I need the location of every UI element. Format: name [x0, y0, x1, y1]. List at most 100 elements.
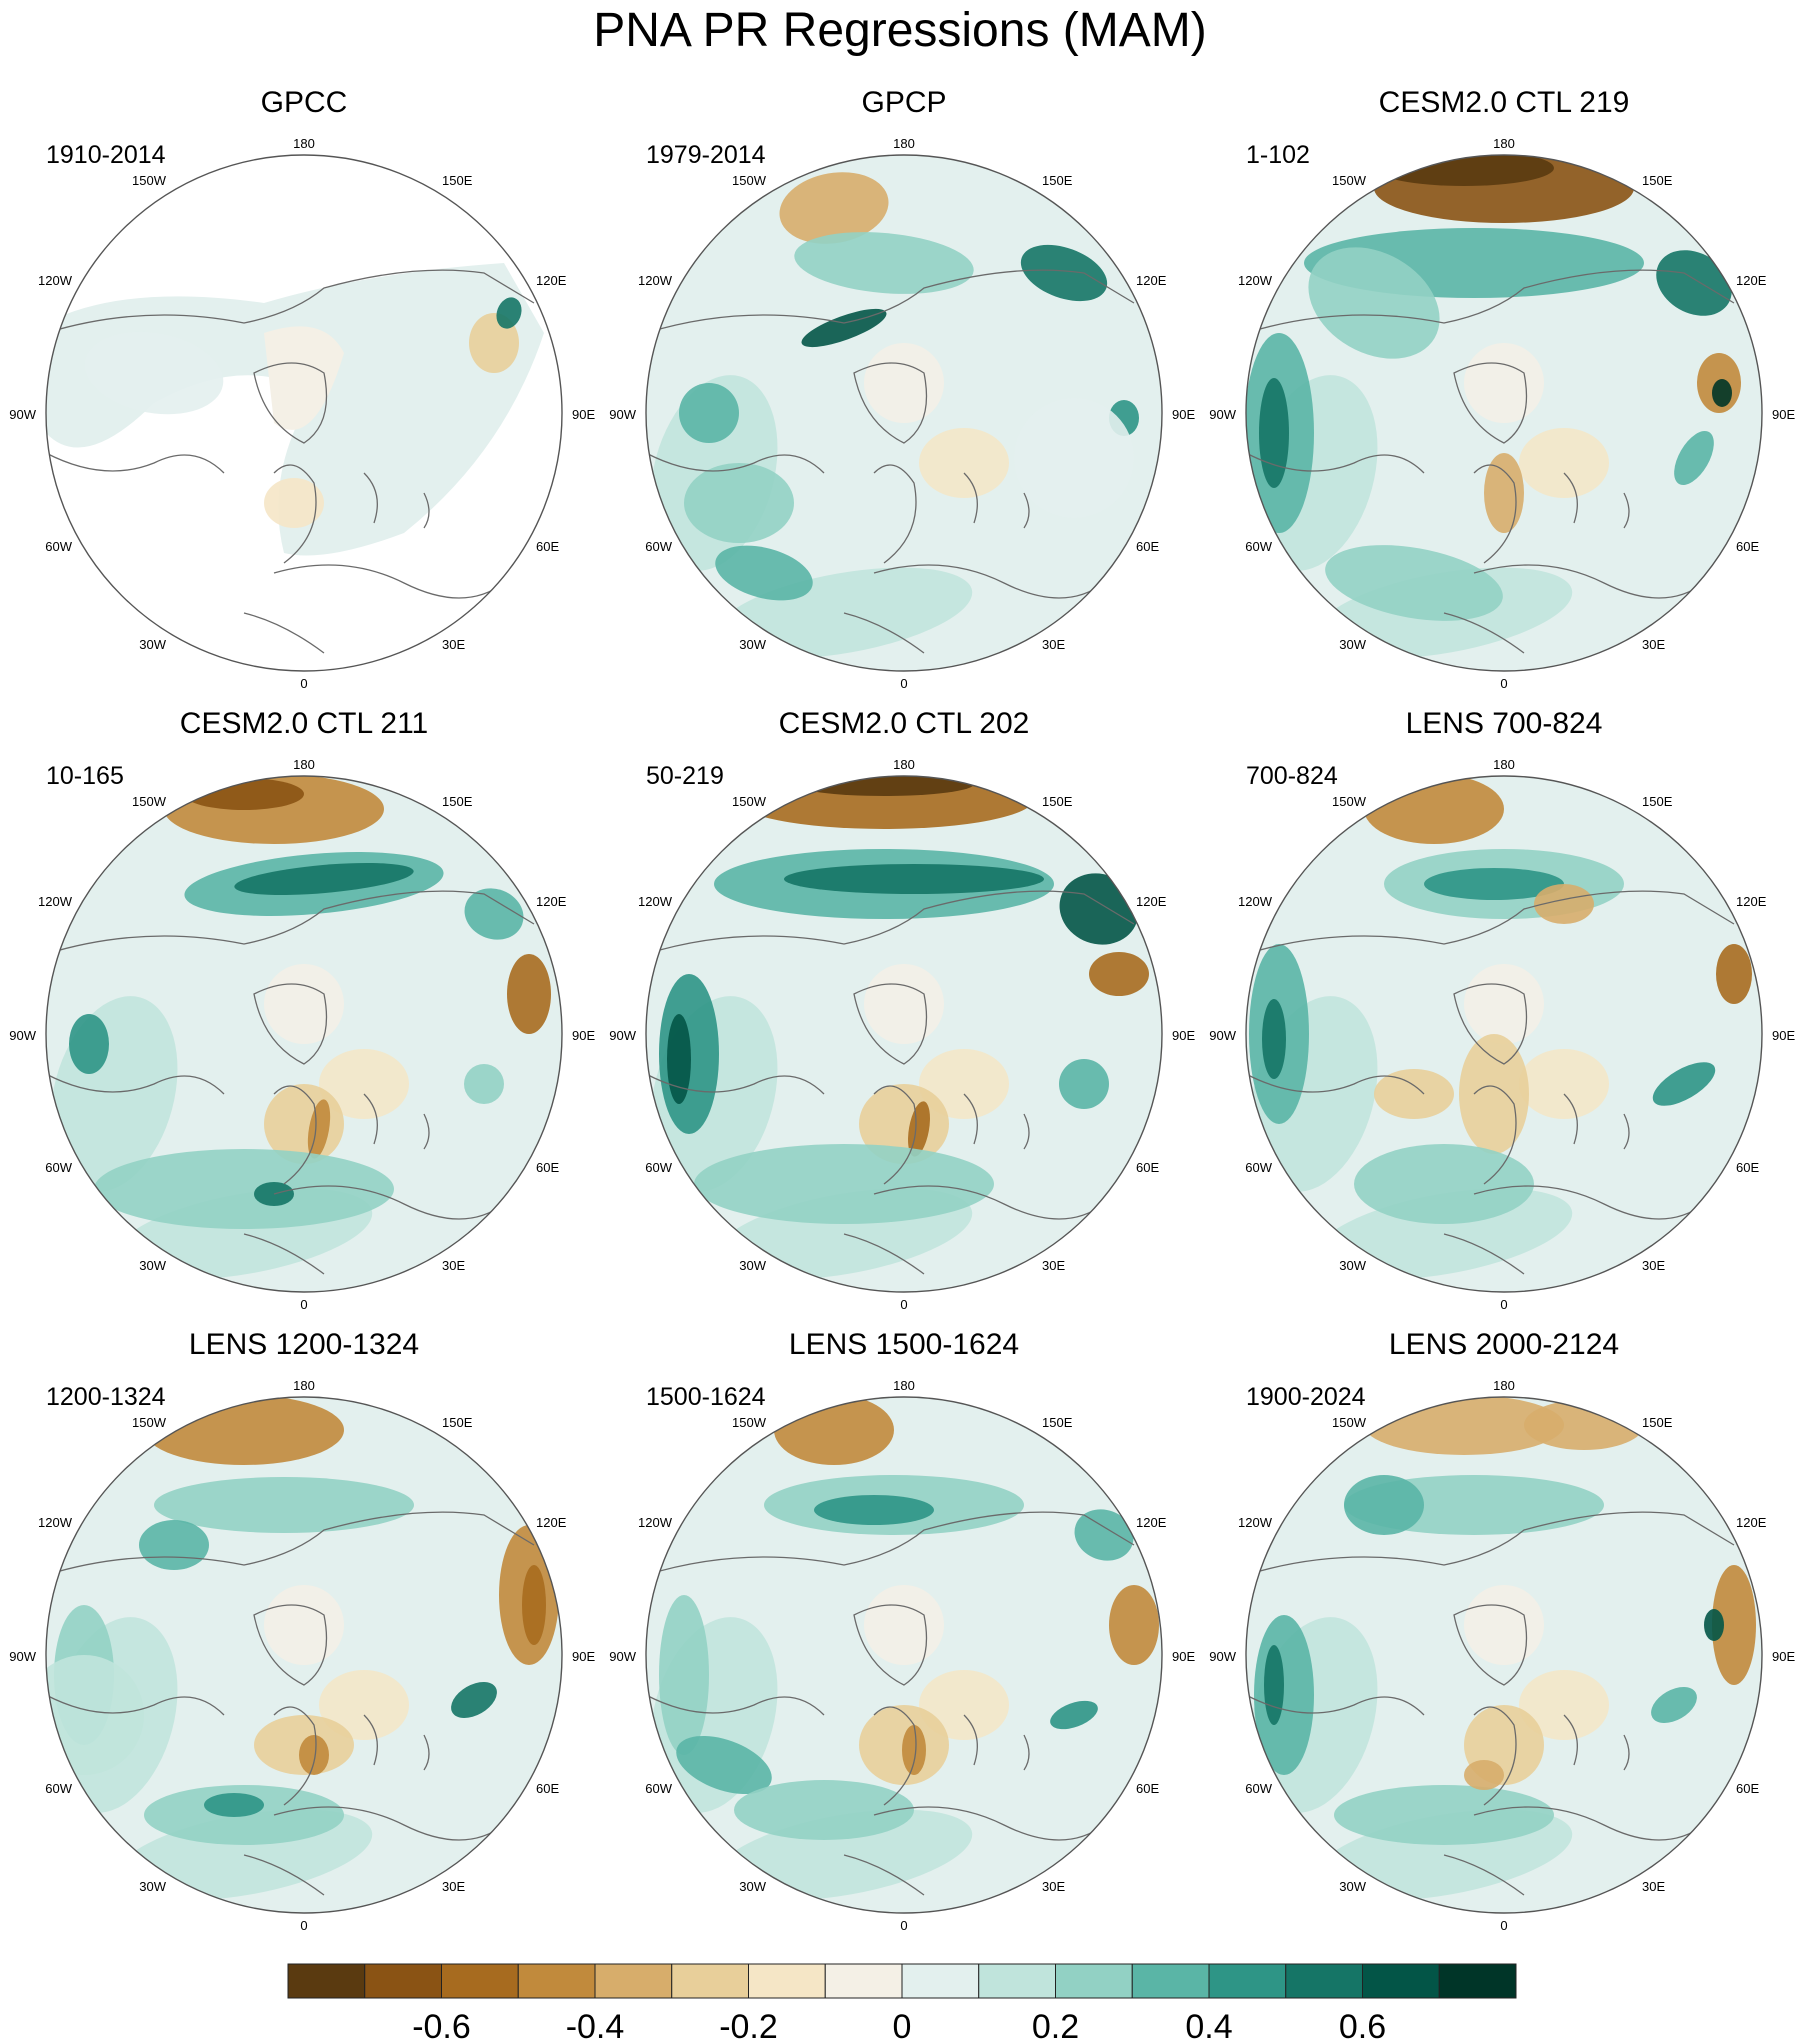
lon-label-30e: 30E	[1642, 1258, 1665, 1273]
panel-cesm2-0-ctl-211: 180 150E 120E 90E 60E 30E 0 30W 60W 90W 120W 150W CE…	[9, 707, 595, 1312]
lon-label-180: 180	[293, 136, 315, 151]
field-patch	[464, 1064, 504, 1104]
field-patch	[1020, 244, 1108, 302]
panel-period: 1900-2024	[1246, 1383, 1366, 1411]
field-patch	[779, 172, 889, 244]
field-patch	[1656, 250, 1732, 316]
map-field	[646, 1397, 1162, 1913]
field-patch	[1712, 379, 1732, 407]
field-patch	[1059, 1059, 1109, 1109]
panel-period: 10-165	[46, 762, 124, 790]
lon-label-120e: 120E	[536, 1515, 567, 1530]
lon-label-90e: 90E	[1772, 1028, 1795, 1043]
lon-label-120w: 120W	[638, 894, 673, 909]
coastlines	[1246, 890, 1735, 1275]
lon-label-30w: 30W	[739, 1258, 766, 1273]
lon-label-90e: 90E	[1172, 1028, 1195, 1043]
field-patch	[902, 1725, 926, 1775]
field-patch	[1262, 999, 1286, 1079]
field-patch	[1264, 1645, 1284, 1725]
panel-title: LENS 700-824	[1406, 707, 1603, 740]
lon-label-0: 0	[1500, 1918, 1507, 1933]
land-data-area	[264, 326, 344, 430]
panel-period: 1500-1624	[646, 1383, 766, 1411]
field-patch	[734, 1780, 914, 1840]
colorbar-swatch	[901, 1963, 980, 1999]
field-patch	[676, 1735, 772, 1795]
field-patch	[667, 1014, 691, 1104]
field-patch	[1074, 1509, 1134, 1561]
coastlines	[46, 1511, 535, 1896]
lon-label-30w: 30W	[1339, 1258, 1366, 1273]
field-patch	[1674, 430, 1714, 486]
lon-label-150e: 150E	[1042, 173, 1073, 188]
field-patch	[794, 232, 974, 294]
lon-label-180: 180	[893, 136, 915, 151]
map-boundary	[1245, 775, 1763, 1293]
lon-label-150w: 150W	[132, 173, 167, 188]
lon-label-60w: 60W	[645, 1160, 672, 1175]
lon-label-30e: 30E	[1042, 1258, 1065, 1273]
lon-label-30e: 30E	[442, 1258, 465, 1273]
lon-label-150e: 150E	[1042, 1415, 1073, 1430]
field-patch	[1712, 1565, 1756, 1685]
lon-label-150w: 150W	[732, 173, 767, 188]
lon-label-150w: 150W	[1332, 173, 1367, 188]
field-patch	[1524, 1400, 1644, 1450]
panel-cesm2-0-ctl-219: 180 150E 120E 90E 60E 30E 0 30W 60W 90W 120W 150W CE…	[1209, 86, 1795, 691]
field-patch	[1484, 453, 1524, 533]
lon-label-150e: 150E	[1642, 173, 1673, 188]
colorbar-swatch	[748, 1963, 826, 1999]
lon-label-120e: 120E	[1736, 894, 1767, 909]
lon-label-120w: 120W	[38, 894, 73, 909]
lon-label-90e: 90E	[572, 407, 595, 422]
lon-label-30e: 30E	[1642, 1879, 1665, 1894]
lon-label-30w: 30W	[139, 1879, 166, 1894]
panel-title: LENS 1200-1324	[189, 1328, 419, 1361]
panel-period: 1200-1324	[46, 1383, 166, 1411]
lon-label-60w: 60W	[45, 1160, 72, 1175]
lon-label-180: 180	[293, 757, 315, 772]
lon-label-60e: 60E	[1136, 539, 1159, 554]
coastlines	[1246, 1511, 1735, 1896]
colorbar-swatch	[1208, 1963, 1287, 1999]
map-boundary	[45, 154, 563, 672]
coastlines	[646, 269, 1135, 654]
colorbar-tick-label: 0	[893, 2008, 912, 2042]
lon-label-0: 0	[300, 1297, 307, 1312]
lon-label-180: 180	[1493, 136, 1515, 151]
field-patch	[1344, 1475, 1424, 1535]
field-patch	[464, 888, 524, 940]
field-patch	[1716, 944, 1752, 1004]
coastlines	[646, 890, 1135, 1275]
lon-label-0: 0	[1500, 1297, 1507, 1312]
field-patch	[204, 1793, 264, 1817]
field-patch	[1424, 868, 1564, 900]
lon-label-120e: 120E	[1736, 273, 1767, 288]
field-patch	[319, 1049, 409, 1119]
field-patch	[507, 954, 551, 1034]
field-patch	[94, 1149, 394, 1229]
field-patch	[864, 964, 944, 1044]
panel-gpcc: 180 150E 120E 90E 60E 30E 0 30W 60W 90W 120W 150W GP…	[9, 86, 595, 691]
lon-label-180: 180	[893, 757, 915, 772]
lon-label-0: 0	[300, 1918, 307, 1933]
field-patch	[1334, 1785, 1554, 1845]
field-patch	[84, 331, 224, 415]
field-patch	[46, 1655, 144, 1775]
colorbar-swatch	[441, 1963, 519, 1999]
field-patch	[684, 463, 794, 543]
colorbar-swatch	[287, 1963, 366, 1999]
map-boundary	[645, 1396, 1163, 1914]
lon-label-60w: 60W	[1245, 539, 1272, 554]
lon-label-60w: 60W	[45, 539, 72, 554]
map-field	[1246, 776, 1762, 1292]
lon-label-90w: 90W	[9, 407, 36, 422]
lon-label-180: 180	[893, 1378, 915, 1393]
panel-period: 1910-2014	[46, 141, 166, 169]
map-boundary	[1245, 154, 1763, 672]
lon-label-0: 0	[1500, 676, 1507, 691]
field-patch	[1308, 247, 1440, 359]
map-field	[46, 776, 562, 1292]
